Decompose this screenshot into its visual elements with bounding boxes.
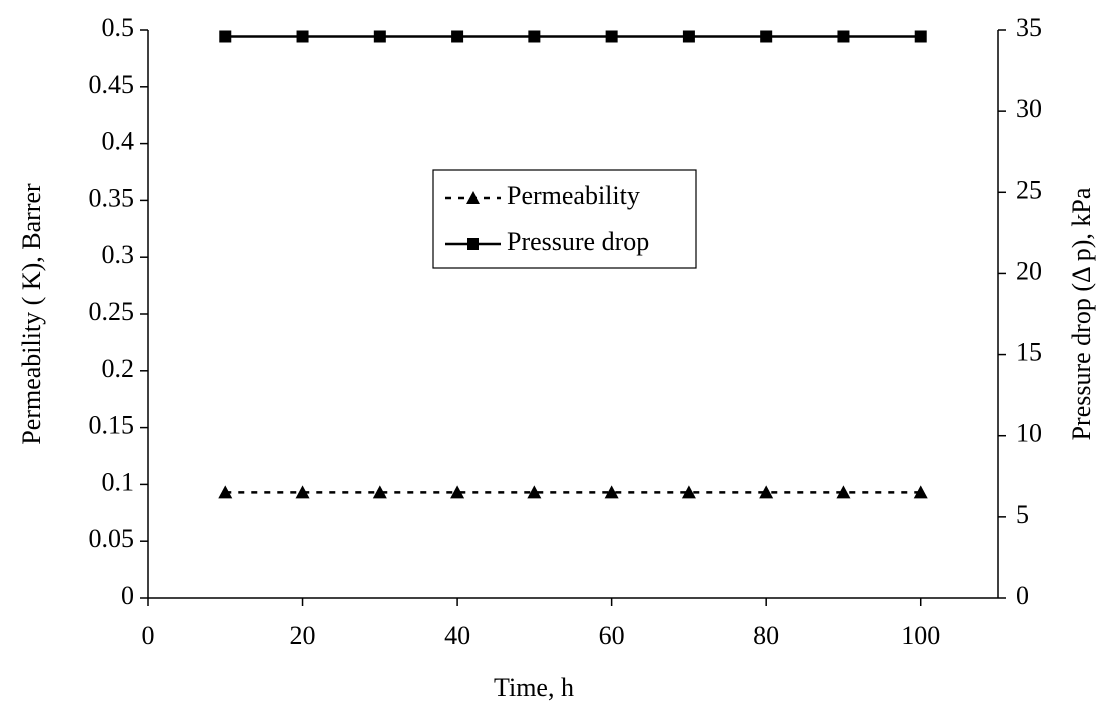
y-tick-label: 0.1 (102, 467, 135, 496)
y2-tick-label: 35 (1016, 13, 1042, 42)
marker (295, 485, 310, 499)
y-tick-label: 0.3 (102, 240, 135, 269)
marker (528, 30, 541, 43)
marker (760, 30, 773, 43)
y-tick-label: 0.5 (102, 13, 135, 42)
marker (837, 30, 850, 43)
marker (836, 485, 851, 499)
y2-tick-label: 15 (1016, 338, 1042, 367)
y2-axis-title: Pressure drop (Δ p), kPa (1067, 187, 1096, 440)
y-tick-label: 0 (121, 581, 134, 610)
marker (759, 485, 774, 499)
marker (296, 30, 309, 43)
marker (605, 30, 618, 43)
x-tick-label: 40 (444, 621, 470, 650)
x-tick-label: 100 (901, 621, 940, 650)
marker (682, 30, 695, 43)
marker (913, 485, 928, 499)
legend-label: Pressure drop (507, 227, 649, 256)
marker (527, 485, 542, 499)
marker (451, 30, 464, 43)
x-tick-label: 0 (142, 621, 155, 650)
x-axis-title: Time, h (494, 673, 574, 702)
y2-tick-label: 20 (1016, 256, 1042, 285)
x-tick-label: 20 (290, 621, 316, 650)
y2-tick-label: 30 (1016, 94, 1042, 123)
y2-tick-label: 0 (1016, 581, 1029, 610)
y-tick-label: 0.15 (89, 411, 135, 440)
x-tick-label: 80 (753, 621, 779, 650)
y-tick-label: 0.25 (89, 297, 135, 326)
marker (681, 485, 696, 499)
marker (373, 30, 386, 43)
y-tick-label: 0.2 (102, 354, 135, 383)
marker (914, 30, 927, 43)
y-axis-title: Permeability ( K), Barrer (17, 183, 46, 445)
marker (218, 485, 233, 499)
marker (450, 485, 465, 499)
y2-tick-label: 10 (1016, 419, 1042, 448)
y-tick-label: 0.35 (89, 183, 135, 212)
legend-marker (466, 191, 480, 204)
y2-tick-label: 5 (1016, 500, 1029, 529)
x-tick-label: 60 (599, 621, 625, 650)
marker (604, 485, 619, 499)
y-tick-label: 0.4 (102, 127, 135, 156)
y2-tick-label: 25 (1016, 175, 1042, 204)
marker (372, 485, 387, 499)
legend-label: Permeability (507, 181, 640, 210)
y-tick-label: 0.45 (89, 70, 135, 99)
y-tick-label: 0.05 (89, 524, 135, 553)
legend-box (432, 169, 697, 269)
marker (219, 30, 232, 43)
legend-marker (467, 238, 479, 250)
